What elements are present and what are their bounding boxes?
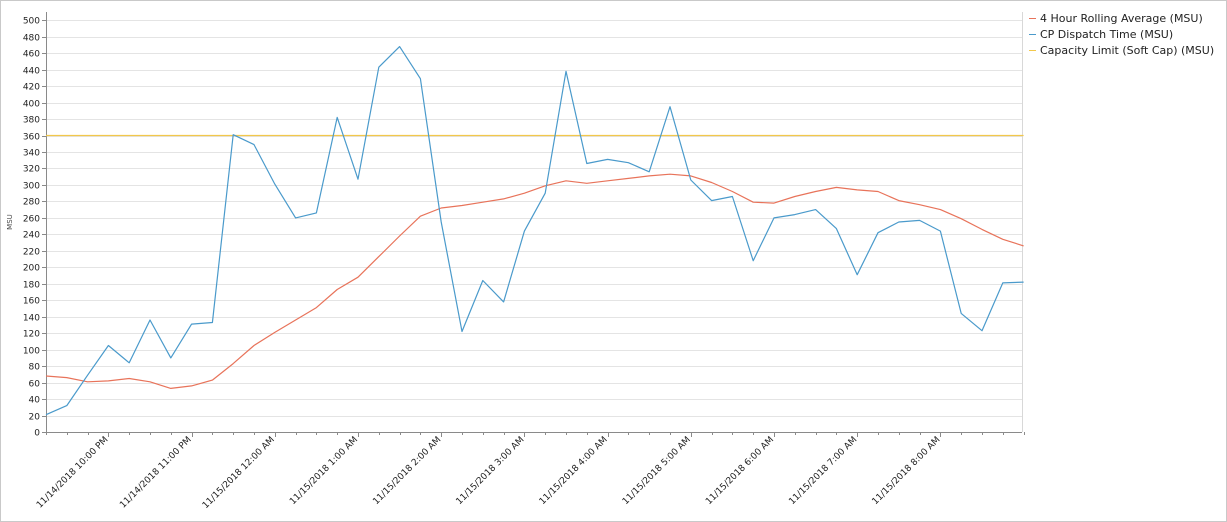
y-tick-label: 500 xyxy=(23,17,40,27)
x-tick-label: 11/15/2018 1:00 AM xyxy=(288,435,360,507)
x-tick-label: 11/15/2018 4:00 AM xyxy=(538,435,610,507)
y-tick-label: 40 xyxy=(29,396,41,406)
y-axis-label: MSU xyxy=(6,214,14,230)
x-tick-label: 11/15/2018 2:00 AM xyxy=(371,435,443,507)
x-tick-label: 11/15/2018 7:00 AM xyxy=(787,435,859,507)
y-tick-label: 360 xyxy=(23,133,40,143)
series-lines xyxy=(45,45,1024,416)
x-tick-label: 11/15/2018 6:00 AM xyxy=(704,435,776,507)
legend-label-capacity-limit: Capacity Limit (Soft Cap) (MSU) xyxy=(1040,43,1215,57)
y-tick-label: 60 xyxy=(29,380,41,390)
y-tick-label: 240 xyxy=(23,231,40,241)
x-tick-label: 11/14/2018 10:00 PM xyxy=(35,435,110,510)
legend-swatch-cp-dispatch xyxy=(1029,33,1036,35)
y-tick-label: 160 xyxy=(23,297,40,307)
series-line-rolling-average xyxy=(45,173,1024,389)
legend-item-rolling-average: 4 Hour Rolling Average (MSU) xyxy=(1029,10,1214,26)
y-tick-label: 220 xyxy=(23,248,40,258)
y-tick-label: 80 xyxy=(29,363,41,373)
x-tick-label: 11/15/2018 5:00 AM xyxy=(621,435,693,507)
y-tick-labels: 0 20 40 60 80 100 120 140 160 180 200 220 240 260 280 3… xyxy=(23,17,40,439)
y-tick-label: 280 xyxy=(23,198,40,208)
legend-item-cp-dispatch: CP Dispatch Time (MSU) xyxy=(1029,26,1214,42)
y-tick-label: 400 xyxy=(23,100,40,110)
x-tick-label: 11/14/2018 11:00 PM xyxy=(118,435,193,510)
y-tick-label: 120 xyxy=(23,330,40,340)
y-tick-label: 320 xyxy=(23,165,40,175)
y-tick-label: 420 xyxy=(23,83,40,93)
y-tick-label: 380 xyxy=(23,116,40,126)
y-tick-label: 140 xyxy=(23,314,40,324)
axes xyxy=(42,12,1025,437)
legend-label-rolling-average: 4 Hour Rolling Average (MSU) xyxy=(1040,11,1203,25)
x-tick-label: 11/15/2018 8:00 AM xyxy=(871,435,943,507)
legend-swatch-capacity-limit xyxy=(1029,49,1036,51)
y-tick-label: 260 xyxy=(23,215,40,225)
chart-legend: 4 Hour Rolling Average (MSU) CP Dispatch… xyxy=(1029,10,1214,58)
gridlines xyxy=(46,20,1022,433)
y-tick-label: 480 xyxy=(23,34,40,44)
y-tick-label: 0 xyxy=(34,429,40,439)
y-tick-label: 440 xyxy=(23,67,40,77)
x-tick-label: 11/15/2018 12:00 AM xyxy=(201,435,277,511)
y-tick-label: 200 xyxy=(23,264,40,274)
legend-label-cp-dispatch: CP Dispatch Time (MSU) xyxy=(1040,27,1174,41)
y-tick-label: 340 xyxy=(23,149,40,159)
x-tick-labels: 11/14/2018 10:00 PM 11/14/2018 11:00 PM 11… xyxy=(35,435,942,511)
y-tick-label: 20 xyxy=(29,413,41,423)
legend-swatch-rolling-average xyxy=(1029,17,1036,19)
y-tick-label: 460 xyxy=(23,50,40,60)
y-tick-label: 100 xyxy=(23,347,40,357)
y-tick-label: 180 xyxy=(23,281,40,291)
x-tick-label: 11/15/2018 3:00 AM xyxy=(455,435,527,507)
legend-item-capacity-limit: Capacity Limit (Soft Cap) (MSU) xyxy=(1029,42,1214,58)
series-line-cp-dispatch xyxy=(45,45,1024,416)
y-tick-label: 300 xyxy=(23,182,40,192)
